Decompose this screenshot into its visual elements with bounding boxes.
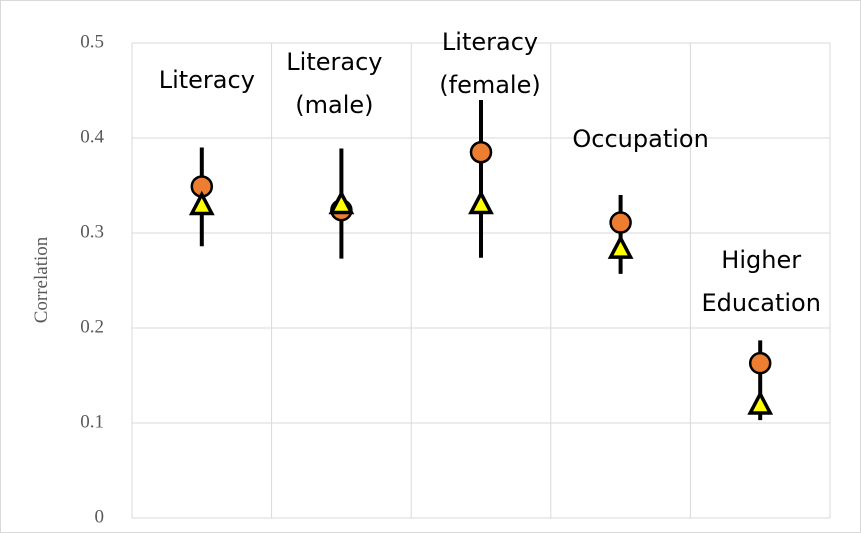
y-tick-label: 0.4 [80,126,104,147]
circle-marker [609,211,632,234]
triangle-marker [328,189,355,215]
category-annotation: Literacy [442,28,538,56]
triangle-marker [747,390,774,415]
circle-marker [469,141,493,164]
triangle-marker [607,234,634,259]
y-tick-label: 0.5 [80,31,104,52]
category-annotation: (male) [295,91,373,119]
category-annotation: Education [701,289,820,317]
triangle-marker [468,189,494,215]
y-tick-label: 0.2 [80,316,104,337]
category-annotation: Occupation [572,125,708,153]
category-annotation: (female) [439,71,540,99]
category-annotation: Literacy [286,48,382,76]
triangle-marker [188,190,215,216]
category-annotation: Higher [721,246,801,274]
y-tick-label: 0.3 [80,221,104,242]
y-tick-label: 0.1 [80,411,104,432]
category-annotation: Literacy [159,66,255,94]
y-axis-label: Correlation [31,236,52,323]
y-tick-label: 0 [95,506,105,527]
circle-marker [748,351,772,375]
